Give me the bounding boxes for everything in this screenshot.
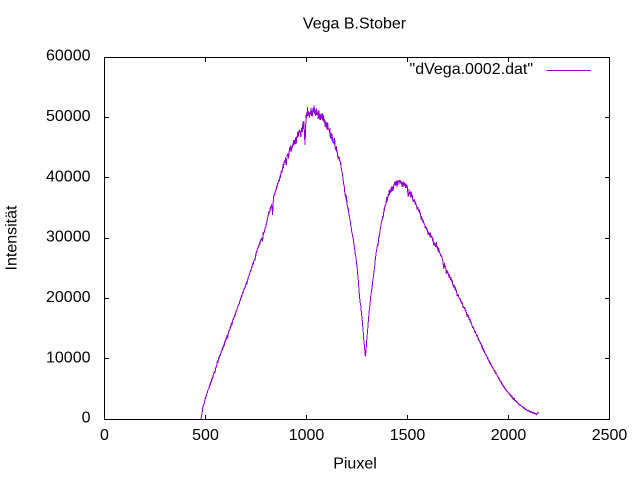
svg-text:2500: 2500 <box>592 427 628 444</box>
svg-text:2000: 2000 <box>491 427 527 444</box>
svg-text:Vega B.Stober: Vega B.Stober <box>303 16 407 33</box>
svg-text:10000: 10000 <box>46 349 91 366</box>
svg-text:40000: 40000 <box>46 168 91 185</box>
svg-text:"dVega.0002.dat": "dVega.0002.dat" <box>410 61 533 78</box>
svg-text:0: 0 <box>100 427 109 444</box>
svg-text:30000: 30000 <box>46 229 91 246</box>
svg-text:50000: 50000 <box>46 108 91 125</box>
svg-text:60000: 60000 <box>46 48 91 65</box>
svg-text:20000: 20000 <box>46 289 91 306</box>
svg-text:500: 500 <box>192 427 219 444</box>
svg-text:1000: 1000 <box>289 427 325 444</box>
svg-text:Intensität: Intensität <box>4 205 21 270</box>
svg-text:1500: 1500 <box>390 427 426 444</box>
svg-text:Piuxel: Piuxel <box>333 455 377 472</box>
svg-text:0: 0 <box>82 410 91 427</box>
